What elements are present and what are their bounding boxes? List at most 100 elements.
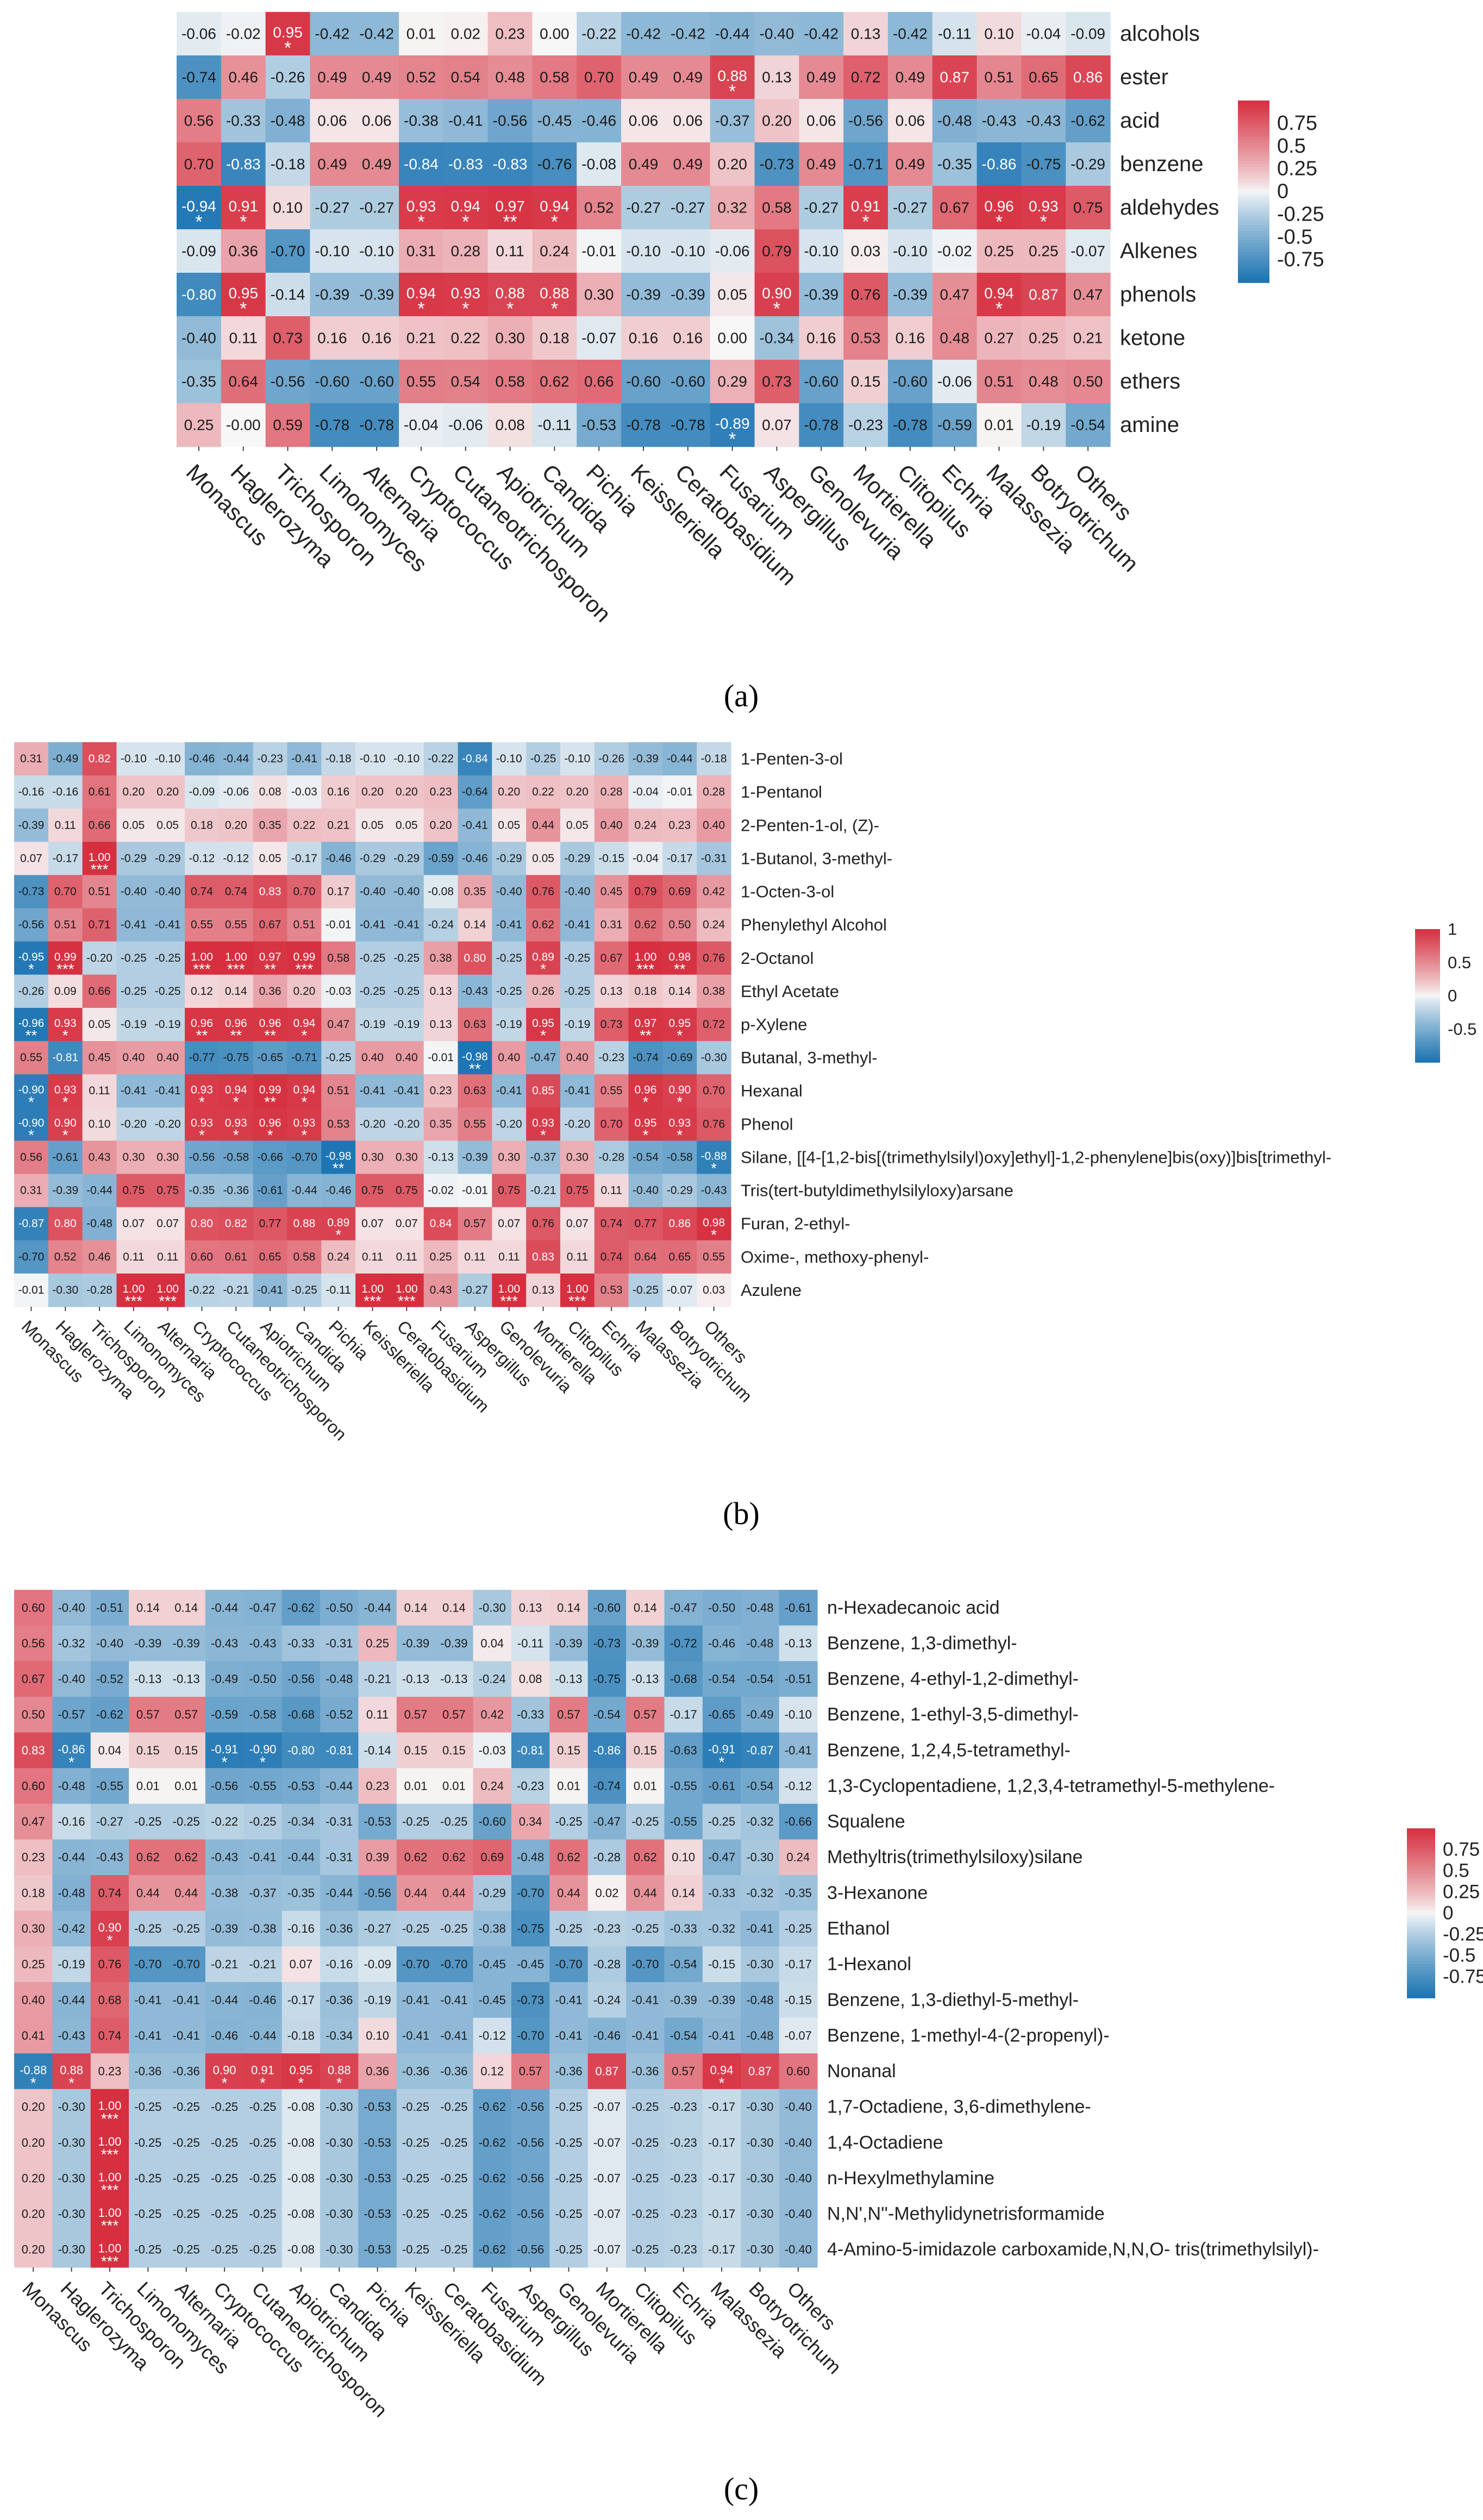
cell-value-label: 0.51 <box>984 69 1014 86</box>
heatmap-cell <box>82 1174 117 1208</box>
cell-value-label: -0.25 <box>211 2136 238 2149</box>
cell-value-label: 0.15 <box>851 373 881 390</box>
heatmap-cell <box>116 1107 151 1142</box>
heatmap-cell <box>14 1207 49 1241</box>
cell-value-label: -0.47 <box>670 1601 697 1614</box>
cell-value-label: -0.20 <box>360 1118 386 1130</box>
heatmap-cell <box>321 775 356 809</box>
heatmap-cell <box>185 775 220 809</box>
cell-value-label: 0.96 <box>191 1017 213 1030</box>
cell-value-label: -0.40 <box>785 2136 812 2149</box>
cell-value-label: 0.18 <box>635 985 657 998</box>
legend-swatch <box>1238 270 1269 274</box>
heatmap-cell <box>594 908 629 942</box>
heatmap-cell <box>526 1041 561 1075</box>
cell-value-label: 0.40 <box>703 819 725 831</box>
cell-value-label: -0.35 <box>785 1886 812 1900</box>
cell-value-label: -0.36 <box>173 2065 200 2078</box>
heatmap-cell <box>662 941 697 975</box>
cell-value-label: -0.07 <box>581 330 616 347</box>
cell-value-label: -0.27 <box>671 199 705 216</box>
cell-value-label: 0.80 <box>464 952 486 964</box>
significance-marker: * <box>28 1093 34 1110</box>
cell-value-label: -0.32 <box>746 1886 773 1900</box>
heatmap-cell <box>577 142 622 186</box>
cell-value-label: -0.48 <box>746 2029 773 2042</box>
row-label: 1-Penten-3-ol <box>741 749 843 768</box>
cell-value-label: -0.17 <box>708 2243 735 2256</box>
cell-value-label: -0.33 <box>670 1922 697 1935</box>
legend-swatch <box>1415 1060 1440 1063</box>
cell-value-label: 0.50 <box>22 1708 45 1721</box>
cell-value-label: 0.20 <box>717 156 747 173</box>
heatmap-cell <box>977 316 1022 360</box>
cell-value-label: 0.93 <box>532 1117 554 1130</box>
cell-value-label: -0.23 <box>517 1779 544 1792</box>
cell-value-label: 0.76 <box>532 886 554 898</box>
legend-swatch <box>1238 264 1269 268</box>
legend-swatch <box>1238 112 1269 116</box>
cell-value-label: 0.03 <box>703 1284 725 1296</box>
cell-value-label: -0.46 <box>326 1184 352 1197</box>
heatmap-cell <box>621 12 666 56</box>
cell-value-label: 0.99 <box>259 1083 281 1096</box>
legend-swatch <box>1238 191 1269 195</box>
legend-swatch <box>1407 1980 1435 1984</box>
cell-value-label: -0.30 <box>58 2136 85 2149</box>
cell-value-label: -0.56 <box>517 2243 544 2256</box>
cell-value-label: -0.41 <box>360 1085 386 1097</box>
heatmap-cell <box>265 229 311 273</box>
legend-swatch <box>1238 101 1269 104</box>
heatmap-cell <box>14 1074 49 1108</box>
cell-value-label: -0.49 <box>746 1708 773 1721</box>
row-label: p-Xylene <box>741 1015 807 1034</box>
heatmap-cell <box>151 1273 185 1307</box>
heatmap-cell <box>560 842 595 876</box>
cell-value-label: -0.48 <box>86 1218 112 1230</box>
cell-value-label: 0.11 <box>229 330 258 347</box>
heatmap-cell <box>321 1107 356 1142</box>
significance-marker: *** <box>227 961 245 977</box>
cell-value-label: -0.61 <box>257 1184 283 1197</box>
cell-value-label: 0.11 <box>496 243 524 260</box>
heatmap-cell <box>265 12 311 56</box>
cell-value-label: -0.10 <box>785 1708 812 1721</box>
cell-value-label: 0.57 <box>442 1708 466 1721</box>
cell-value-label: 0.58 <box>762 199 792 216</box>
cell-value-label: 0.70 <box>293 886 315 898</box>
cell-value-label: -0.44 <box>58 1851 85 1864</box>
cell-value-label: -0.40 <box>96 1637 123 1650</box>
heatmap-cell <box>458 1007 492 1042</box>
cell-value-label: 0.09 <box>54 985 77 998</box>
cell-value-label: -0.41 <box>746 1922 773 1935</box>
heatmap-cell <box>577 360 622 404</box>
cell-value-label: -0.29 <box>564 852 590 864</box>
legend-swatch <box>1407 1978 1435 1982</box>
significance-marker: *** <box>101 2217 119 2234</box>
heatmap-cell <box>662 1207 697 1241</box>
heatmap-cell <box>423 1174 459 1208</box>
significance-marker: *** <box>159 1293 177 1309</box>
cell-value-label: -0.55 <box>670 1779 697 1792</box>
cell-value-label: 0.20 <box>22 2243 45 2256</box>
cell-value-label: 0.77 <box>635 1218 657 1230</box>
cell-value-label: 0.06 <box>673 112 703 129</box>
significance-marker: ** <box>503 211 517 232</box>
heatmap-cell <box>185 1140 220 1175</box>
cell-value-label: -0.25 <box>440 2100 467 2114</box>
legend-swatch <box>1407 1853 1435 1857</box>
cell-value-label: -0.75 <box>1026 156 1061 173</box>
heatmap-cell <box>560 1041 595 1075</box>
cell-value-label: -0.25 <box>173 1815 200 1828</box>
heatmap-cell <box>458 775 492 809</box>
cell-value-label: 0.67 <box>22 1672 45 1686</box>
heatmap-cell <box>185 1240 220 1274</box>
cell-value-label: 0.21 <box>327 819 349 831</box>
cell-value-label: 0.54 <box>451 373 481 390</box>
heatmap-cell <box>487 403 533 447</box>
cell-value-label: -0.29 <box>1071 156 1105 173</box>
cell-value-label: 0.12 <box>191 985 213 998</box>
heatmap-cell <box>799 360 844 404</box>
cell-value-label: -0.42 <box>671 26 705 42</box>
legend-swatch <box>1238 146 1269 150</box>
